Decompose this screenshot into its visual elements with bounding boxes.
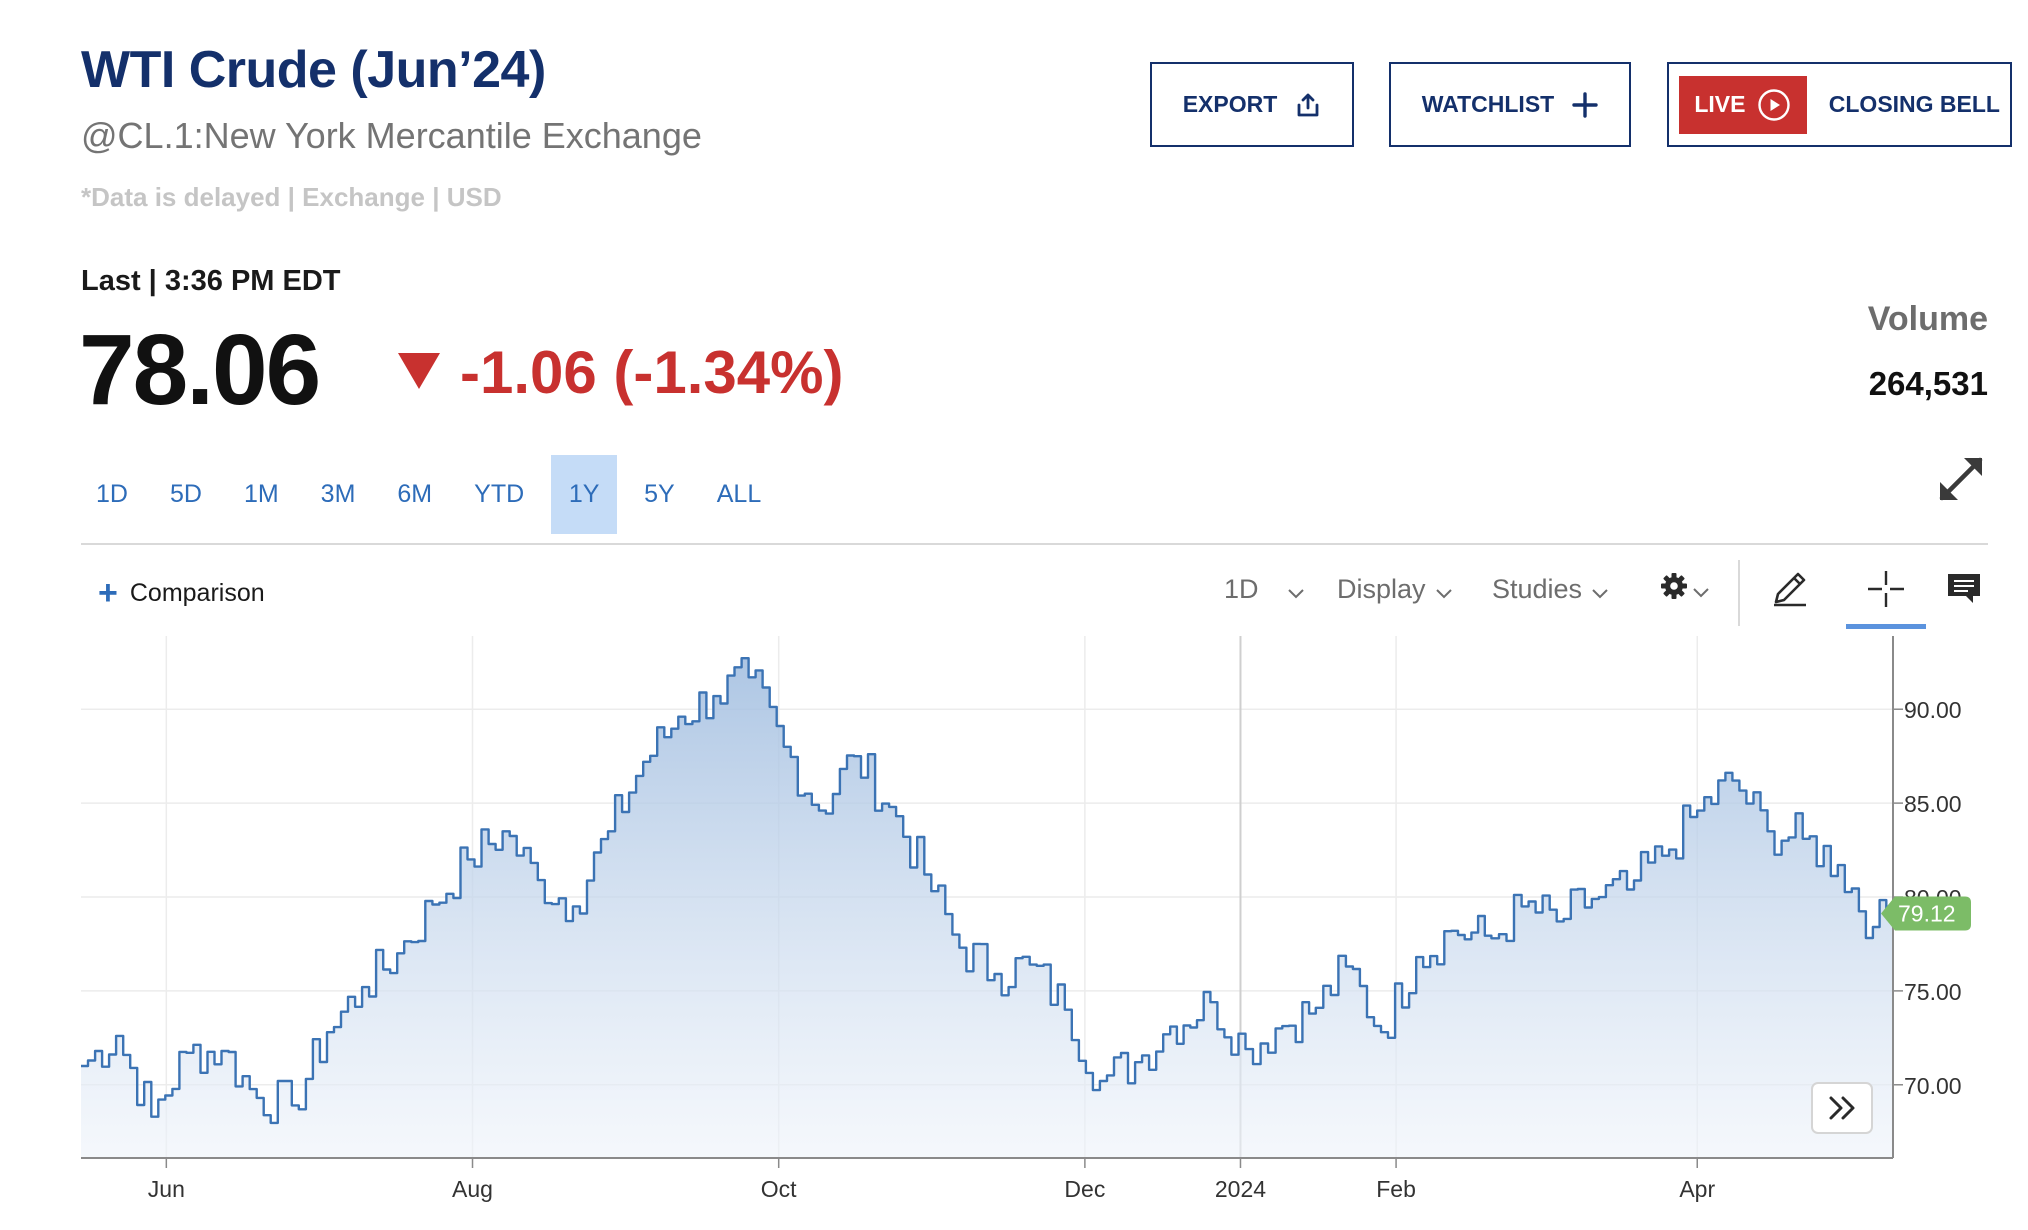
comment-icon[interactable]	[1946, 572, 1982, 606]
last-trade-time: Last | 3:36 PM EDT	[81, 265, 341, 297]
section-divider	[81, 543, 1988, 545]
share-upload-icon	[1297, 93, 1319, 116]
range-tab-1y[interactable]: 1Y	[551, 455, 618, 534]
y-tick-label: 75.00	[1904, 979, 1962, 1005]
price-chart[interactable]: 70.0075.0080.0085.0090.00JunAugOctDec202…	[0, 630, 2028, 1230]
toolbar-separator	[1738, 560, 1740, 626]
data-delay-note: *Data is delayed | Exchange | USD	[81, 182, 502, 212]
page-title: WTI Crude (Jun’24)	[81, 41, 546, 99]
studies-label: Studies	[1492, 574, 1583, 604]
interval-label: 1D	[1224, 574, 1259, 604]
pencil-icon[interactable]	[1770, 568, 1810, 608]
x-tick-label: Feb	[1376, 1176, 1416, 1202]
chevron-down-icon	[1435, 588, 1452, 598]
crosshair-icon[interactable]	[1866, 569, 1906, 609]
x-tick-label: Oct	[761, 1176, 797, 1202]
range-tab-ytd[interactable]: YTD	[474, 480, 525, 508]
display-label: Display	[1337, 574, 1426, 604]
active-tool-indicator	[1846, 624, 1926, 629]
range-tab-6m[interactable]: 6M	[397, 480, 433, 508]
chevron-down-icon	[1592, 588, 1608, 598]
chevron-down-icon	[1693, 588, 1709, 598]
triangle-down-icon	[398, 353, 440, 389]
live-badge: LIVE	[1679, 75, 1807, 134]
x-tick-label: Aug	[452, 1176, 493, 1202]
closing-bell-label: CLOSING BELL	[1828, 91, 2000, 117]
range-tab-all[interactable]: ALL	[716, 480, 762, 508]
export-button[interactable]: EXPORT	[1150, 62, 1354, 147]
export-label: EXPORT	[1182, 91, 1278, 117]
double-chevron-right-icon	[1829, 1096, 1855, 1120]
price-series-line	[81, 657, 1895, 1125]
live-label: LIVE	[1694, 91, 1746, 117]
y-tick-label: 70.00	[1904, 1073, 1962, 1099]
comparison-label: Comparison	[129, 578, 265, 607]
settings-dropdown[interactable]	[1658, 570, 1710, 602]
last-price-badge-label: 79.12	[1898, 901, 1956, 927]
x-tick-label: Apr	[1679, 1176, 1715, 1202]
chevron-down-icon	[1287, 588, 1304, 598]
last-price-badge-shape	[1881, 896, 1971, 931]
range-tab-5d[interactable]: 5D	[169, 480, 202, 508]
comparison-button[interactable]: + Comparison	[98, 574, 265, 612]
range-tabs: 1D 5D 1M 3M 6M YTD 1Y 5Y ALL	[81, 455, 788, 534]
range-tab-1d[interactable]: 1D	[96, 480, 128, 508]
gear-icon	[1661, 573, 1687, 599]
x-tick-label: 2024	[1215, 1176, 1266, 1202]
price-area-fill	[81, 658, 1893, 1158]
expand-arrows-icon[interactable]	[1934, 452, 1988, 506]
volume-value: 264,531	[1868, 365, 1988, 402]
add-comparison-plus-icon: +	[98, 574, 118, 612]
last-price: 78.06	[79, 314, 321, 426]
range-tab-1m[interactable]: 1M	[243, 480, 279, 508]
exchange-subtitle: @CL.1:New York Mercantile Exchange	[81, 115, 702, 156]
play-circle-icon	[1758, 88, 1791, 121]
range-tab-5y[interactable]: 5Y	[644, 480, 675, 508]
y-tick-label: 90.00	[1904, 697, 1962, 723]
live-closing-bell-button[interactable]: LIVE CLOSING BELL	[1667, 62, 2012, 147]
price-change: -1.06 (-1.34%)	[460, 339, 844, 406]
volume-label: Volume	[1867, 300, 1988, 338]
plus-icon	[1572, 91, 1598, 118]
display-dropdown[interactable]: Display	[1337, 574, 1453, 605]
scroll-forward-button[interactable]	[1811, 1082, 1873, 1134]
last-price-badge: 79.12	[1881, 896, 1971, 931]
watchlist-button[interactable]: WATCHLIST	[1389, 62, 1631, 147]
studies-dropdown[interactable]: Studies	[1492, 574, 1609, 605]
y-tick-label: 85.00	[1904, 791, 1962, 817]
range-tab-3m[interactable]: 3M	[320, 480, 356, 508]
x-tick-label: Jun	[148, 1176, 185, 1202]
watchlist-label: WATCHLIST	[1421, 91, 1555, 117]
x-tick-label: Dec	[1064, 1176, 1105, 1202]
interval-dropdown[interactable]: 1D	[1224, 574, 1305, 605]
